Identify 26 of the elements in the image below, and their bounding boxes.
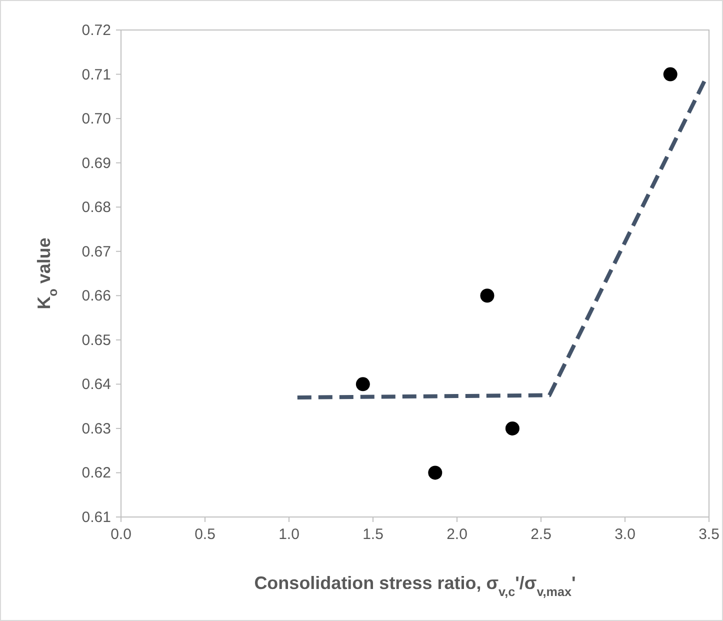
y-tick-label: 0.71	[82, 66, 111, 84]
point	[663, 67, 678, 82]
x-tick-label: 3.0	[614, 526, 636, 543]
point	[428, 466, 442, 480]
y-tick-label: 0.67	[82, 243, 111, 260]
y-tick-label: 0.62	[82, 464, 111, 482]
y-tick-label: 0.61	[82, 509, 111, 526]
y-tick-label: 0.63	[82, 420, 111, 438]
x-tick-label: 1.0	[278, 526, 300, 543]
y-tick-label: 0.66	[82, 288, 111, 305]
x-tick-label: 2.5	[530, 526, 552, 543]
y-tick-label: 0.69	[82, 154, 111, 172]
y-tick-label: 0.72	[82, 22, 111, 39]
point	[505, 421, 520, 436]
x-axis-title: Consolidation stress ratio, σ$_{v,c}$'/σ$_{v,max}$'	[254, 573, 576, 599]
point	[480, 288, 494, 303]
x-tick-label: 0.0	[110, 526, 132, 543]
y-tick-label: 0.70	[82, 110, 111, 128]
x-tick-label: 0.5	[194, 526, 216, 543]
point	[356, 377, 370, 392]
x-tick-label: 3.5	[698, 526, 720, 543]
x-tick-label: 1.5	[362, 526, 384, 543]
x-tick-label: 2.0	[446, 526, 468, 543]
y-tick-label: 0.65	[82, 332, 111, 349]
y-tick-label: 0.68	[82, 199, 111, 216]
y-tick-label: 0.64	[82, 376, 111, 394]
